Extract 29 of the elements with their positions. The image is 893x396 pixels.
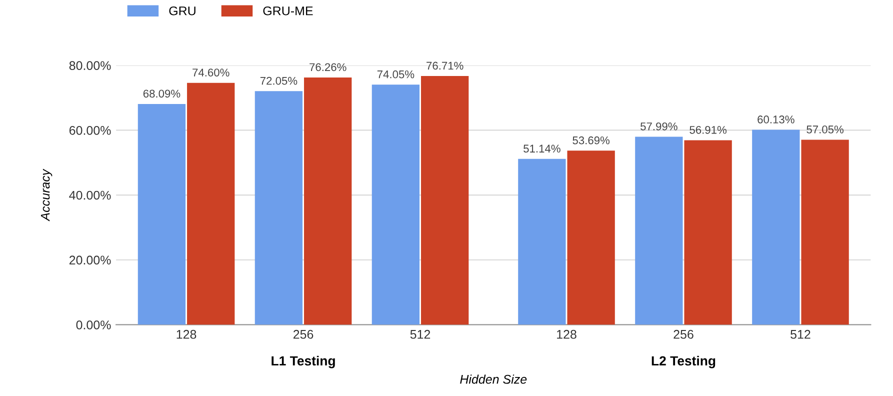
- data-label: 51.14%: [524, 144, 560, 153]
- y-tick-label: 60.00%: [69, 126, 111, 135]
- data-label: 53.69%: [572, 136, 610, 144]
- x-tick-label: 256: [674, 330, 694, 339]
- y-tick-label: 0.00%: [76, 320, 111, 330]
- x-axis-title: Hidden Size: [460, 374, 527, 384]
- x-tick-label: 128: [557, 330, 576, 339]
- y-tick-label: 40.00%: [69, 190, 111, 200]
- legend-label: GRU-ME: [263, 6, 313, 16]
- x-tick-label: 128: [176, 330, 196, 339]
- data-label: 72.05%: [260, 76, 298, 85]
- data-label: 76.26%: [310, 63, 346, 72]
- data-label: 68.09%: [143, 90, 180, 98]
- text: L2 Testing: [652, 356, 716, 368]
- data-label: 56.91%: [690, 126, 727, 134]
- y-tick-label: 20.00%: [69, 256, 111, 265]
- data-label: 60.13%: [758, 116, 794, 124]
- data-label: 57.99%: [640, 122, 678, 130]
- y-axis-title: Accuracy: [40, 168, 52, 222]
- text: L1 Testing: [272, 356, 335, 368]
- x-tick-label: 512: [790, 330, 810, 339]
- y-tick-label: 80.00%: [69, 61, 111, 70]
- x-tick-label: 256: [293, 330, 314, 339]
- data-label: 74.05%: [377, 70, 414, 78]
- data-label: 76.71%: [426, 62, 464, 70]
- x-tick-label: 512: [410, 330, 430, 339]
- data-label: 74.60%: [192, 68, 230, 76]
- legend-label: GRU: [169, 6, 196, 16]
- data-label: 57.05%: [806, 126, 844, 134]
